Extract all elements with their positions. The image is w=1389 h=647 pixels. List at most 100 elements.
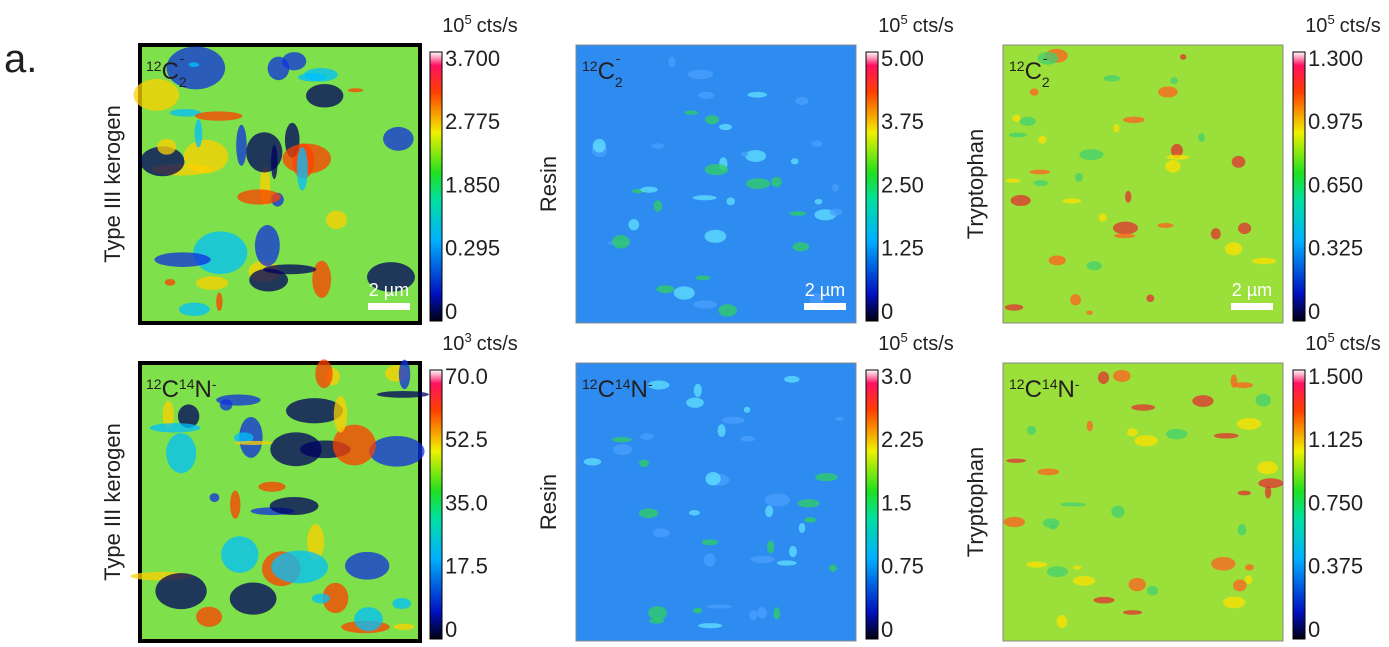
colorbar-tick-label: 3.0 <box>881 364 912 389</box>
texture <box>166 433 196 473</box>
texture <box>698 623 722 628</box>
unit-base: 10 <box>1305 333 1327 355</box>
ion-part: - <box>616 50 621 66</box>
texture <box>1079 149 1103 160</box>
texture <box>798 499 820 507</box>
texture <box>1211 228 1221 239</box>
sample-label: Tryptophan <box>963 129 988 239</box>
ion-part: 2 <box>1042 74 1050 90</box>
texture <box>1113 222 1138 235</box>
texture <box>210 493 220 502</box>
texture <box>1009 133 1027 138</box>
unit-text: cts/s <box>477 15 518 37</box>
figure: a. Type III kerogen12C2-3.7002.7751.8500… <box>0 0 1389 647</box>
texture <box>236 125 246 166</box>
texture <box>688 70 713 80</box>
texture <box>1245 575 1252 584</box>
unit-base: 10 <box>1305 15 1327 37</box>
unit-text: cts/s <box>1340 15 1381 37</box>
panel: Type III kerogen12C2-3.7002.7751.8500.29… <box>100 12 518 324</box>
colorbar-tick-label: 0 <box>1308 617 1320 642</box>
sample-label: Resin <box>536 156 561 212</box>
texture <box>740 436 755 442</box>
colorbar-tick-label: 52.5 <box>445 427 488 452</box>
ion-part: 12 <box>582 376 598 392</box>
colorbar-tick-label: 0 <box>445 299 457 324</box>
texture <box>230 491 240 519</box>
colorbar-tick-label: 3.75 <box>881 109 924 134</box>
texture <box>345 552 389 580</box>
colorbar-tick-label: 0.295 <box>445 236 500 261</box>
texture <box>1073 566 1081 570</box>
texture <box>1146 295 1154 303</box>
texture <box>1004 517 1025 527</box>
texture <box>216 293 222 311</box>
ion-part: 12 <box>1009 376 1025 392</box>
texture <box>1232 156 1246 168</box>
texture <box>1111 506 1124 518</box>
texture <box>1006 459 1026 463</box>
texture <box>795 97 808 105</box>
texture <box>1114 233 1135 238</box>
texture <box>1223 596 1245 608</box>
texture <box>1134 435 1158 446</box>
texture <box>1123 117 1145 124</box>
texture <box>150 423 201 432</box>
ion-part: 12 <box>146 58 162 74</box>
sample-label: Type III kerogen <box>100 105 125 263</box>
ion-part: 2 <box>179 74 187 90</box>
texture <box>811 141 822 147</box>
colorbar-tick-label: 5.00 <box>881 46 924 71</box>
ion-part: - <box>648 376 653 392</box>
texture <box>1192 395 1213 407</box>
texture <box>1034 180 1048 186</box>
texture <box>263 264 316 274</box>
texture <box>694 384 702 397</box>
scale-bar-label: 2 µm <box>805 280 845 300</box>
texture <box>1086 311 1092 315</box>
colorbar-unit: 105cts/s <box>442 12 518 37</box>
texture <box>1099 213 1107 221</box>
texture <box>584 458 602 465</box>
texture <box>1129 578 1146 591</box>
texture <box>696 275 711 280</box>
colorbar <box>430 370 442 639</box>
texture <box>157 139 176 155</box>
unit-base: 10 <box>442 333 464 355</box>
texture <box>1211 557 1235 571</box>
texture <box>707 604 732 608</box>
unit-text: cts/s <box>477 333 518 355</box>
texture <box>741 151 749 156</box>
colorbar-tick-label: 0 <box>1308 299 1320 324</box>
panel: Type III kerogen12C14N-70.052.535.017.50… <box>100 330 518 642</box>
texture <box>799 523 806 533</box>
texture <box>749 610 757 620</box>
texture <box>746 178 770 189</box>
colorbar-tick-label: 0.975 <box>1308 109 1363 134</box>
texture <box>815 473 837 481</box>
texture <box>722 417 745 424</box>
texture <box>1113 370 1131 382</box>
texture <box>369 436 424 467</box>
texture <box>777 560 797 565</box>
texture <box>165 279 176 286</box>
ion-part: N <box>1058 376 1075 403</box>
texture <box>832 184 839 192</box>
ion-part: N <box>631 376 648 403</box>
texture <box>744 407 751 413</box>
texture <box>668 56 675 67</box>
texture <box>1233 580 1247 592</box>
texture <box>1158 223 1174 228</box>
texture <box>726 197 734 205</box>
texture <box>154 252 210 267</box>
colorbar <box>1293 52 1305 321</box>
ion-part: C <box>598 376 615 403</box>
texture <box>1238 223 1251 234</box>
texture <box>383 127 414 151</box>
texture <box>1238 491 1251 496</box>
ion-part: - <box>212 376 217 392</box>
unit-exp: 5 <box>1327 12 1334 27</box>
sample-label: Tryptophan <box>963 447 988 557</box>
texture <box>765 494 790 507</box>
